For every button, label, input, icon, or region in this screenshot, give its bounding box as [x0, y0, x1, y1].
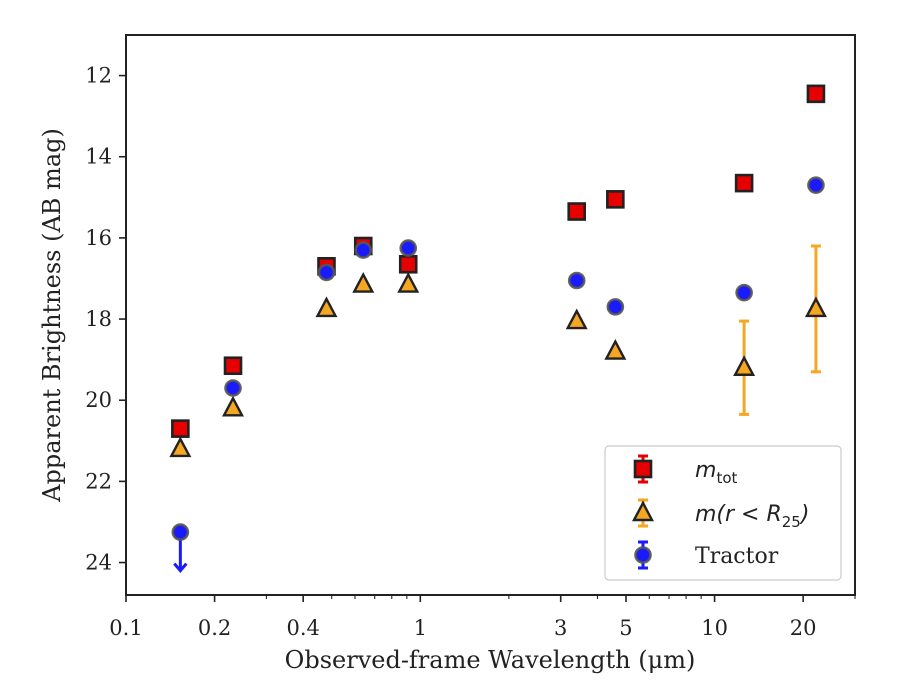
- series-tractor: [171, 176, 825, 573]
- x-tick-label: 5: [619, 616, 632, 640]
- legend-label-tractor: Tractor: [695, 544, 779, 569]
- y-tick-label: 22: [85, 469, 112, 493]
- x-tick-label: 0.2: [198, 616, 231, 640]
- legend-marker-mtot: [633, 459, 653, 479]
- legend: mtot m(r < R25) Tractor: [604, 445, 842, 581]
- y-tick-label: 16: [85, 226, 112, 250]
- series-mr25: [169, 244, 827, 458]
- legend-box: [604, 445, 842, 581]
- data-point-tractor: [807, 176, 825, 194]
- data-point-mr25: [733, 355, 756, 376]
- data-point-mr25: [397, 272, 420, 293]
- legend-marker-tractor: [634, 546, 652, 564]
- data-point-tractor: [171, 523, 190, 541]
- data-point-tractor: [317, 263, 336, 282]
- y-axis-label: Apparent Brightness (AB mag): [38, 128, 66, 503]
- x-tick-label: 0.1: [109, 616, 142, 640]
- data-point-tractor: [567, 271, 586, 290]
- legend-marker-mr25: [632, 500, 654, 522]
- data-point-tractor: [354, 241, 373, 259]
- data-point-tractor: [224, 379, 242, 397]
- data-point-mtot: [171, 419, 190, 438]
- data-point-mr25: [352, 272, 375, 293]
- legend-label-mr25: m(r < R25): [695, 502, 809, 531]
- legend-label-mtot: mtot: [695, 458, 737, 487]
- x-tick-label: 1: [414, 616, 427, 640]
- plot-marks: [169, 84, 827, 573]
- data-point-mtot: [606, 190, 625, 209]
- data-point-mtot: [398, 254, 418, 274]
- data-point-tractor: [606, 298, 625, 316]
- x-axis-label: Observed-frame Wavelength (μm): [285, 646, 696, 674]
- y-tick-label: 12: [85, 64, 112, 88]
- x-tick-label: 0.4: [286, 616, 319, 640]
- data-point-mr25: [315, 296, 338, 318]
- x-tick-label: 3: [554, 616, 567, 640]
- y-tick-label: 20: [85, 388, 112, 412]
- series-mtot: [171, 84, 826, 438]
- data-point-tractor: [735, 283, 753, 302]
- data-point-mtot: [806, 84, 826, 104]
- x-tick-label: 10: [701, 616, 728, 640]
- data-point-tractor: [399, 239, 418, 257]
- data-point-mr25: [804, 296, 827, 318]
- data-point-mtot: [223, 356, 243, 376]
- data-point-mr25: [565, 308, 588, 330]
- y-tick-label: 24: [85, 551, 112, 575]
- data-point-mtot: [567, 202, 587, 221]
- tick-labels: 0.1 0.2 0.4 1 3 5 10 20 12 14 16 18 20 22 24: [85, 64, 816, 640]
- plot-frame: [125, 34, 856, 596]
- y-tick-label: 14: [85, 145, 112, 169]
- data-point-mtot: [734, 173, 754, 193]
- data-point-mr25: [604, 338, 627, 360]
- data-point-mr25: [222, 395, 245, 417]
- data-point-mr25: [169, 436, 192, 458]
- y-tick-label: 18: [85, 307, 112, 331]
- x-tick-label: 20: [790, 616, 817, 640]
- upper-limit-arrow: [173, 562, 188, 573]
